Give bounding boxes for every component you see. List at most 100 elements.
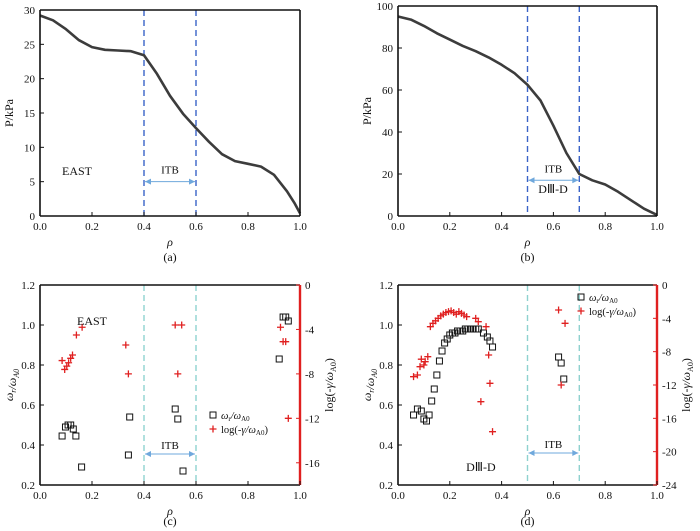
y2-tick-label: -16 xyxy=(305,458,320,470)
omega-r-point xyxy=(557,359,565,367)
omega-r-point xyxy=(435,357,443,365)
gamma-point xyxy=(561,319,569,327)
gamma-point xyxy=(69,351,76,359)
gamma-point xyxy=(78,323,86,331)
y-tick-label: 0.2 xyxy=(379,480,393,492)
omega-r-point xyxy=(489,343,497,351)
y2-axis-label: log(-γ/ωA0) xyxy=(322,358,338,412)
legend-square-marker xyxy=(209,411,217,419)
x-tick-label: 1.0 xyxy=(293,221,307,233)
x-tick-label: 0.6 xyxy=(189,221,203,233)
gamma-point xyxy=(420,361,428,369)
gamma-point xyxy=(477,398,485,406)
x-axis-label: ρ xyxy=(166,235,173,249)
panel-caption: (c) xyxy=(163,514,176,528)
gamma-point xyxy=(482,323,490,331)
y-tick-label: 100 xyxy=(377,1,394,13)
x-tick-label: 1.0 xyxy=(650,221,664,233)
gamma-point xyxy=(557,381,565,389)
y-axis-label: P/kPa xyxy=(2,98,16,127)
x-tick-label: 0.2 xyxy=(85,221,99,233)
y-tick-label: 1.0 xyxy=(21,320,35,332)
x-tick-label: 0.6 xyxy=(189,490,203,502)
x-tick-label: 0.2 xyxy=(85,490,99,502)
y-tick-label: 20 xyxy=(382,169,394,181)
gamma-point xyxy=(282,338,290,346)
x-tick-label: 0.0 xyxy=(391,221,405,233)
legend-entry: log(-γ/ωA0) xyxy=(221,425,268,437)
legend-entry: ωr/ωA0 xyxy=(589,293,618,305)
gamma-point xyxy=(424,353,432,361)
dataset-annotation: DⅢ-D xyxy=(466,460,496,474)
y2-axis-label: log(-γ/ωA0) xyxy=(679,358,695,412)
y2-tick-label: -8 xyxy=(305,369,315,381)
omega-r-point xyxy=(425,411,433,419)
y-tick-label: 0.8 xyxy=(379,360,393,372)
gamma-point xyxy=(174,370,182,378)
gamma-point xyxy=(413,371,421,379)
gamma-point xyxy=(463,313,471,321)
dataset-annotation: EAST xyxy=(62,164,93,178)
gamma-point xyxy=(555,306,563,314)
x-tick-label: 0.8 xyxy=(241,490,255,502)
gamma-point xyxy=(489,428,497,436)
omega-r-point xyxy=(410,411,418,419)
y-tick-label: 25 xyxy=(24,39,36,51)
gamma-point xyxy=(416,363,424,371)
y2-tick-label: -12 xyxy=(305,413,320,425)
y-tick-label: 0.2 xyxy=(21,480,35,492)
y-tick-label: 1.2 xyxy=(21,280,35,292)
x-tick-label: 0.6 xyxy=(547,221,561,233)
x-tick-label: 0.4 xyxy=(137,490,151,502)
gamma-point xyxy=(485,351,493,359)
y2-tick-label: 0 xyxy=(305,280,311,292)
itb-label: ITB xyxy=(545,163,563,175)
gamma-point xyxy=(417,355,425,363)
omega-r-point xyxy=(560,375,568,383)
x-axis-label: ρ xyxy=(166,504,173,518)
x-tick-label: 0.2 xyxy=(443,490,457,502)
itb-arrowhead-left xyxy=(528,450,535,456)
gamma-point xyxy=(122,341,130,349)
y2-tick-label: 0 xyxy=(662,280,668,292)
x-axis-label: ρ xyxy=(524,235,531,249)
x-tick-label: 1.0 xyxy=(293,490,307,502)
omega-r-point xyxy=(275,355,283,363)
x-tick-label: 0.0 xyxy=(391,490,405,502)
x-tick-label: 0.4 xyxy=(137,221,151,233)
y-tick-label: 0.8 xyxy=(21,360,35,372)
omega-r-point xyxy=(126,413,134,421)
omega-r-point xyxy=(479,329,487,337)
y-tick-label: 20 xyxy=(24,74,36,86)
panel-a: ITB 0.0 0.2 0.4 0.6 0.8 1.0 0 5 10 15 20 25 30 ρ P/kPa (… xyxy=(2,5,307,264)
panel-caption: (b) xyxy=(521,250,535,264)
pressure-profile-line xyxy=(397,15,658,217)
itb-arrowhead-right xyxy=(572,450,579,456)
y2-tick-label: -4 xyxy=(662,313,672,325)
itb-arrowhead-left xyxy=(145,178,151,185)
gamma-point xyxy=(284,414,292,422)
y-axis-label: ωr/ωA0 xyxy=(360,369,379,401)
gamma-point xyxy=(171,321,179,329)
omega-r-point xyxy=(438,347,446,355)
y-tick-label: 0 xyxy=(388,211,394,223)
itb-arrowhead-left xyxy=(145,451,151,457)
gamma-point xyxy=(421,358,429,366)
gamma-point xyxy=(65,359,73,367)
x-tick-label: 0.4 xyxy=(495,490,509,502)
omega-r-point xyxy=(69,425,77,433)
x-axis-label: ρ xyxy=(524,504,531,518)
omega-r-point xyxy=(430,385,438,393)
x-tick-label: 0.0 xyxy=(33,221,47,233)
y-tick-label: 40 xyxy=(382,127,394,139)
y-axis-label: P/kPa xyxy=(360,96,374,125)
y-tick-label: 30 xyxy=(24,5,36,17)
x-tick-label: 0.0 xyxy=(33,490,47,502)
x-tick-label: 0.4 xyxy=(495,221,509,233)
itb-label: ITB xyxy=(545,439,563,451)
omega-r-point xyxy=(179,467,187,475)
y2-tick-label: -24 xyxy=(662,480,677,492)
